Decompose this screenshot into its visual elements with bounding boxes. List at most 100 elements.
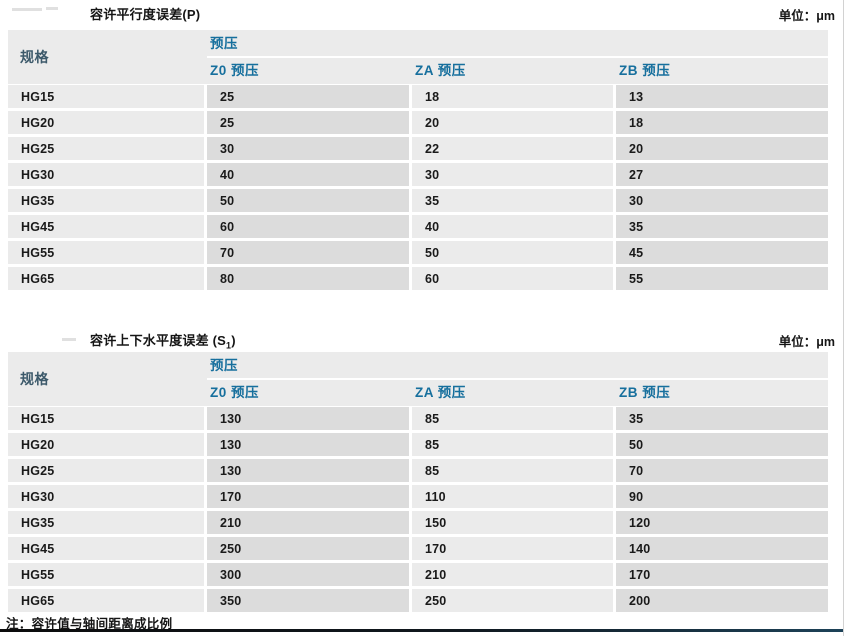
unit-label: 单位：μm: [778, 9, 835, 23]
za-value-cell: 22: [412, 137, 613, 160]
zb-value-cell: 18: [616, 111, 828, 134]
zb-value-cell: 20: [616, 137, 828, 160]
table-row: HG25 130 85 70: [8, 459, 828, 482]
za-value-cell: 170: [412, 537, 613, 560]
za-value-cell: 30: [412, 163, 613, 186]
spec-cell: HG25: [8, 137, 204, 160]
spec-cell: HG20: [8, 111, 204, 134]
z0-value-cell: 300: [207, 563, 409, 586]
zb-value-cell: 90: [616, 485, 828, 508]
header-divider: [207, 56, 828, 58]
table-row: HG45 60 40 35: [8, 215, 828, 238]
z0-value-cell: 25: [207, 111, 409, 134]
zb-value-cell: 13: [616, 85, 828, 108]
zb-value-cell: 50: [616, 433, 828, 456]
za-value-cell: 250: [412, 589, 613, 612]
spec-cell: HG30: [8, 163, 204, 186]
table1-header: 规格 预压 Z0 预压 ZA 预压 ZB 预压: [8, 30, 828, 84]
table-row: HG35 210 150 120: [8, 511, 828, 534]
spec-cell: HG15: [8, 407, 204, 430]
table-row: HG65 350 250 200: [8, 589, 828, 612]
spec-cell: HG55: [8, 563, 204, 586]
table2-body: HG15 130 85 35 HG20 130 85 50 HG25 130 85 70 HG30 170…: [8, 407, 828, 615]
spec-cell: HG25: [8, 459, 204, 482]
zb-value-cell: 170: [616, 563, 828, 586]
z0-value-cell: 30: [207, 137, 409, 160]
za-value-cell: 40: [412, 215, 613, 238]
zb-value-cell: 35: [616, 215, 828, 238]
za-value-cell: 50: [412, 241, 613, 264]
za-value-cell: 60: [412, 267, 613, 290]
unit-label: 单位：μm: [778, 335, 835, 349]
header-divider: [207, 378, 828, 380]
table-row: HG65 80 60 55: [8, 267, 828, 290]
table2-title-end: ): [231, 333, 236, 348]
zb-value-cell: 55: [616, 267, 828, 290]
preload-group-header: 预压: [210, 36, 238, 51]
page-bottom-rule: [0, 629, 843, 632]
zb-value-cell: 70: [616, 459, 828, 482]
zb-value-cell: 45: [616, 241, 828, 264]
zb-value-cell: 30: [616, 189, 828, 212]
zb-value-cell: 120: [616, 511, 828, 534]
table2-title: 容许上下水平度误差 (S1): [90, 330, 236, 351]
table2-title-text: 容许上下水平度误差 (S: [90, 333, 227, 348]
table-row: HG35 50 35 30: [8, 189, 828, 212]
za-value-cell: 210: [412, 563, 613, 586]
artifact-mark: [12, 8, 42, 11]
z0-value-cell: 40: [207, 163, 409, 186]
table-row: HG20 25 20 18: [8, 111, 828, 134]
artifact-mark: [62, 338, 76, 341]
table-row: HG15 25 18 13: [8, 85, 828, 108]
table1-body: HG15 25 18 13 HG20 25 20 18 HG25 30 22 20 HG30 40 30 27…: [8, 85, 828, 293]
table-row: HG20 130 85 50: [8, 433, 828, 456]
z0-value-cell: 50: [207, 189, 409, 212]
za-value-cell: 150: [412, 511, 613, 534]
za-value-cell: 110: [412, 485, 613, 508]
z0-value-cell: 250: [207, 537, 409, 560]
za-value-cell: 85: [412, 407, 613, 430]
z0-value-cell: 170: [207, 485, 409, 508]
artifact-mark: [46, 7, 58, 10]
spec-cell: HG35: [8, 511, 204, 534]
z0-value-cell: 130: [207, 407, 409, 430]
table-row: HG45 250 170 140: [8, 537, 828, 560]
z0-value-cell: 25: [207, 85, 409, 108]
spec-cell: HG15: [8, 85, 204, 108]
zb-value-cell: 27: [616, 163, 828, 186]
table-row: HG15 130 85 35: [8, 407, 828, 430]
table-row: HG55 300 210 170: [8, 563, 828, 586]
table-row: HG30 40 30 27: [8, 163, 828, 186]
z0-column-header: Z0 预压: [210, 63, 260, 78]
z0-value-cell: 210: [207, 511, 409, 534]
table1-title-text: 容许平行度误差(P): [90, 7, 201, 22]
spec-cell: HG35: [8, 189, 204, 212]
table2-title-subscript: 1: [226, 340, 232, 351]
spec-cell: HG65: [8, 267, 204, 290]
table1-titlebar: 容许平行度误差(P) 单位：μm: [0, 4, 843, 23]
zb-column-header: ZB 预压: [619, 63, 671, 78]
za-value-cell: 85: [412, 459, 613, 482]
spec-cell: HG45: [8, 215, 204, 238]
spec-cell: HG45: [8, 537, 204, 560]
table-row: HG30 170 110 90: [8, 485, 828, 508]
z0-value-cell: 80: [207, 267, 409, 290]
za-value-cell: 85: [412, 433, 613, 456]
spec-column-header: 规格: [20, 49, 49, 65]
za-column-header: ZA 预压: [415, 63, 466, 78]
za-value-cell: 20: [412, 111, 613, 134]
table2-header: 规格 预压 Z0 预压 ZA 预压 ZB 预压: [8, 352, 828, 406]
z0-value-cell: 130: [207, 433, 409, 456]
spec-column-header: 规格: [20, 371, 49, 387]
spec-cell: HG20: [8, 433, 204, 456]
zb-value-cell: 140: [616, 537, 828, 560]
zb-value-cell: 200: [616, 589, 828, 612]
table2-titlebar: 容许上下水平度误差 (S1) 单位：μm: [0, 330, 843, 351]
spec-cell: HG65: [8, 589, 204, 612]
z0-value-cell: 130: [207, 459, 409, 482]
zb-value-cell: 35: [616, 407, 828, 430]
spec-cell: HG55: [8, 241, 204, 264]
z0-value-cell: 70: [207, 241, 409, 264]
za-value-cell: 18: [412, 85, 613, 108]
